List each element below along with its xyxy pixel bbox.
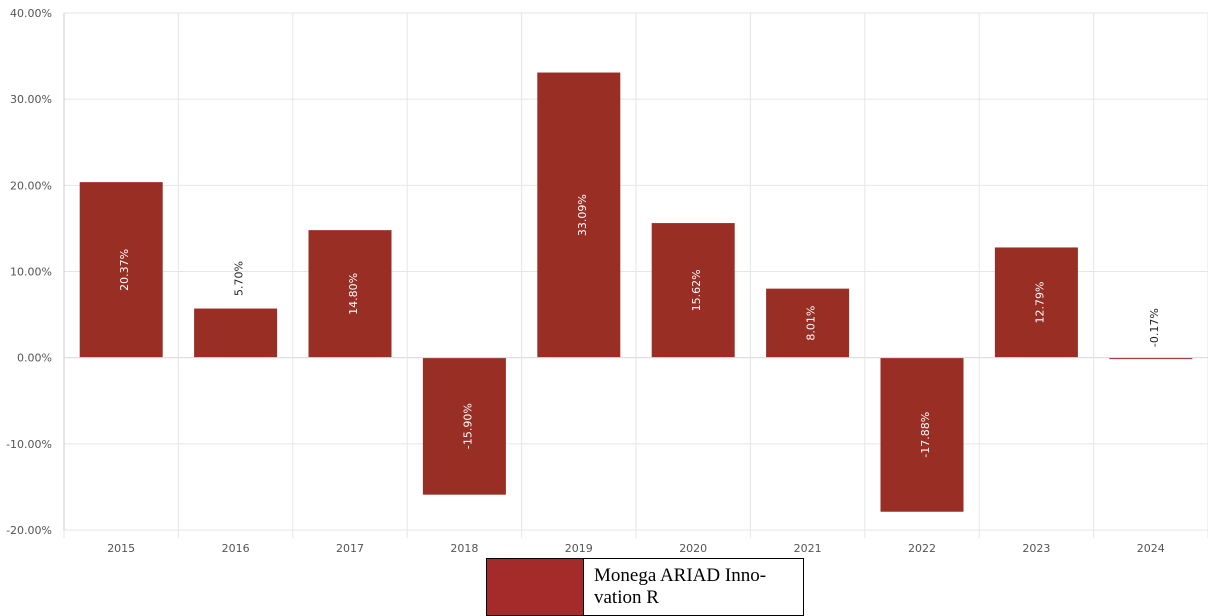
bar-chart: -20.00% -10.00% 0.00% 10.00% 20.00% 30.00% 40.…	[6, 7, 1208, 555]
bar	[79, 182, 163, 358]
bar	[994, 247, 1078, 358]
bar	[308, 230, 392, 358]
bar-value-label: 15.62%	[690, 269, 703, 311]
bar-value-label: 14.80%	[347, 273, 360, 315]
y-tick-label: 40.00%	[10, 7, 52, 20]
x-tick-label: 2021	[794, 542, 822, 555]
bar-value-label: -0.17%	[1148, 308, 1161, 347]
bar	[537, 72, 621, 358]
x-tick-label: 2017	[336, 542, 364, 555]
y-tick-label: -10.00%	[6, 438, 52, 451]
x-tick-label: 2024	[1137, 542, 1165, 555]
y-tick-label: -20.00%	[6, 524, 52, 537]
bar-value-label: -17.88%	[919, 412, 932, 458]
legend-label: Monega ARIAD Inno- vation R	[584, 559, 803, 615]
bar	[422, 357, 506, 495]
bar	[194, 308, 278, 358]
x-tick-label: 2018	[450, 542, 478, 555]
y-tick-label: 0.00%	[17, 352, 52, 365]
x-tick-label: 2023	[1022, 542, 1050, 555]
bar-value-label: 33.09%	[576, 194, 589, 236]
bar	[1109, 357, 1193, 360]
y-tick-label: 20.00%	[10, 179, 52, 192]
x-tick-label: 2019	[565, 542, 593, 555]
x-tick-label: 2015	[107, 542, 135, 555]
legend-label-line2: vation R	[594, 587, 659, 608]
legend-swatch	[487, 559, 584, 615]
x-tick-label: 2016	[222, 542, 250, 555]
x-tick-label: 2022	[908, 542, 936, 555]
bar	[880, 357, 964, 512]
bar-value-label: -15.90%	[461, 403, 474, 449]
y-tick-label: 10.00%	[10, 266, 52, 279]
bar-value-label: 12.79%	[1033, 282, 1046, 324]
legend-label-line1: Monega ARIAD Inno-	[594, 565, 767, 586]
bar-value-label: 5.70%	[233, 261, 246, 296]
y-tick-label: 30.00%	[10, 93, 52, 106]
bar-value-label: 8.01%	[805, 306, 818, 341]
bar	[766, 288, 850, 358]
x-tick-label: 2020	[679, 542, 707, 555]
bar	[651, 223, 735, 358]
legend: Monega ARIAD Inno- vation R	[486, 558, 804, 616]
bar-value-label: 20.37%	[118, 249, 131, 291]
